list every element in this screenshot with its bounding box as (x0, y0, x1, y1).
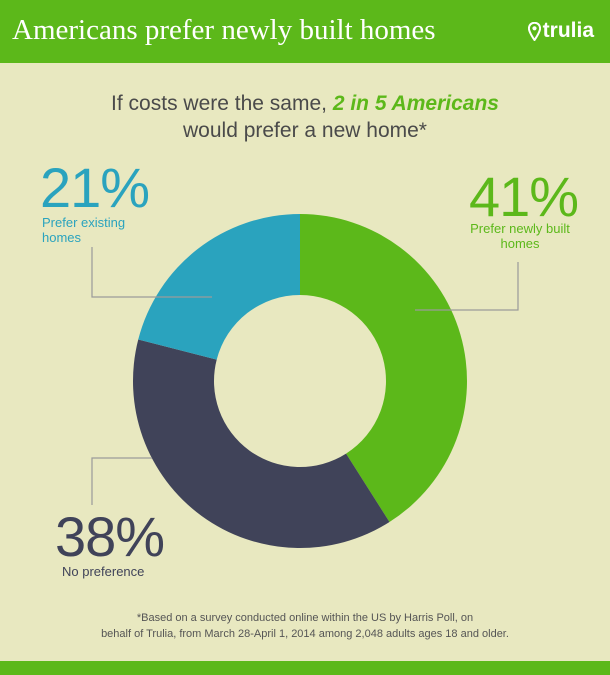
existing-label: Prefer existing homes (42, 215, 125, 245)
donut-slices (133, 214, 467, 548)
new-label-line-2: homes (500, 236, 540, 251)
map-pin-icon (527, 21, 541, 41)
subtitle-line-1: If costs were the same, 2 in 5 Americans (0, 90, 610, 117)
footnote-line-1: *Based on a survey conducted online with… (136, 612, 474, 624)
existing-label-line-2: homes (42, 230, 82, 245)
footnote-line-2: behalf of Trulia, from March 28-April 1,… (101, 628, 509, 640)
leader-line-existing (91, 247, 212, 298)
brand-logo[interactable]: trulia (527, 19, 594, 43)
subtitle-pre: If costs were the same, (111, 92, 333, 115)
existing-label-line-1: Prefer existing (42, 215, 126, 230)
footnote: *Based on a survey conducted online with… (0, 610, 610, 642)
none-label: No preference (62, 564, 145, 579)
header-bar: Americans prefer newly built homes truli… (0, 0, 610, 63)
slice-existing (138, 214, 300, 360)
slice-new (300, 214, 467, 523)
bottom-bar (0, 661, 610, 675)
leader-line-new (415, 262, 519, 311)
chart-subtitle: If costs were the same, 2 in 5 Americans… (0, 90, 610, 144)
new-percent: 41% (469, 165, 579, 228)
subtitle-highlight: 2 in 5 Americans (332, 92, 499, 115)
leader-line-none (91, 457, 152, 505)
new-label-line-1: Prefer newly built (470, 221, 570, 236)
page-title: Americans prefer newly built homes (12, 14, 436, 46)
new-label: Prefer newly built homes (458, 221, 582, 251)
existing-percent: 21% (40, 156, 150, 219)
none-percent: 38% (55, 505, 165, 568)
subtitle-line-2: would prefer a new home* (183, 119, 427, 142)
slice-none (133, 339, 390, 548)
brand-name: trulia (542, 19, 594, 42)
